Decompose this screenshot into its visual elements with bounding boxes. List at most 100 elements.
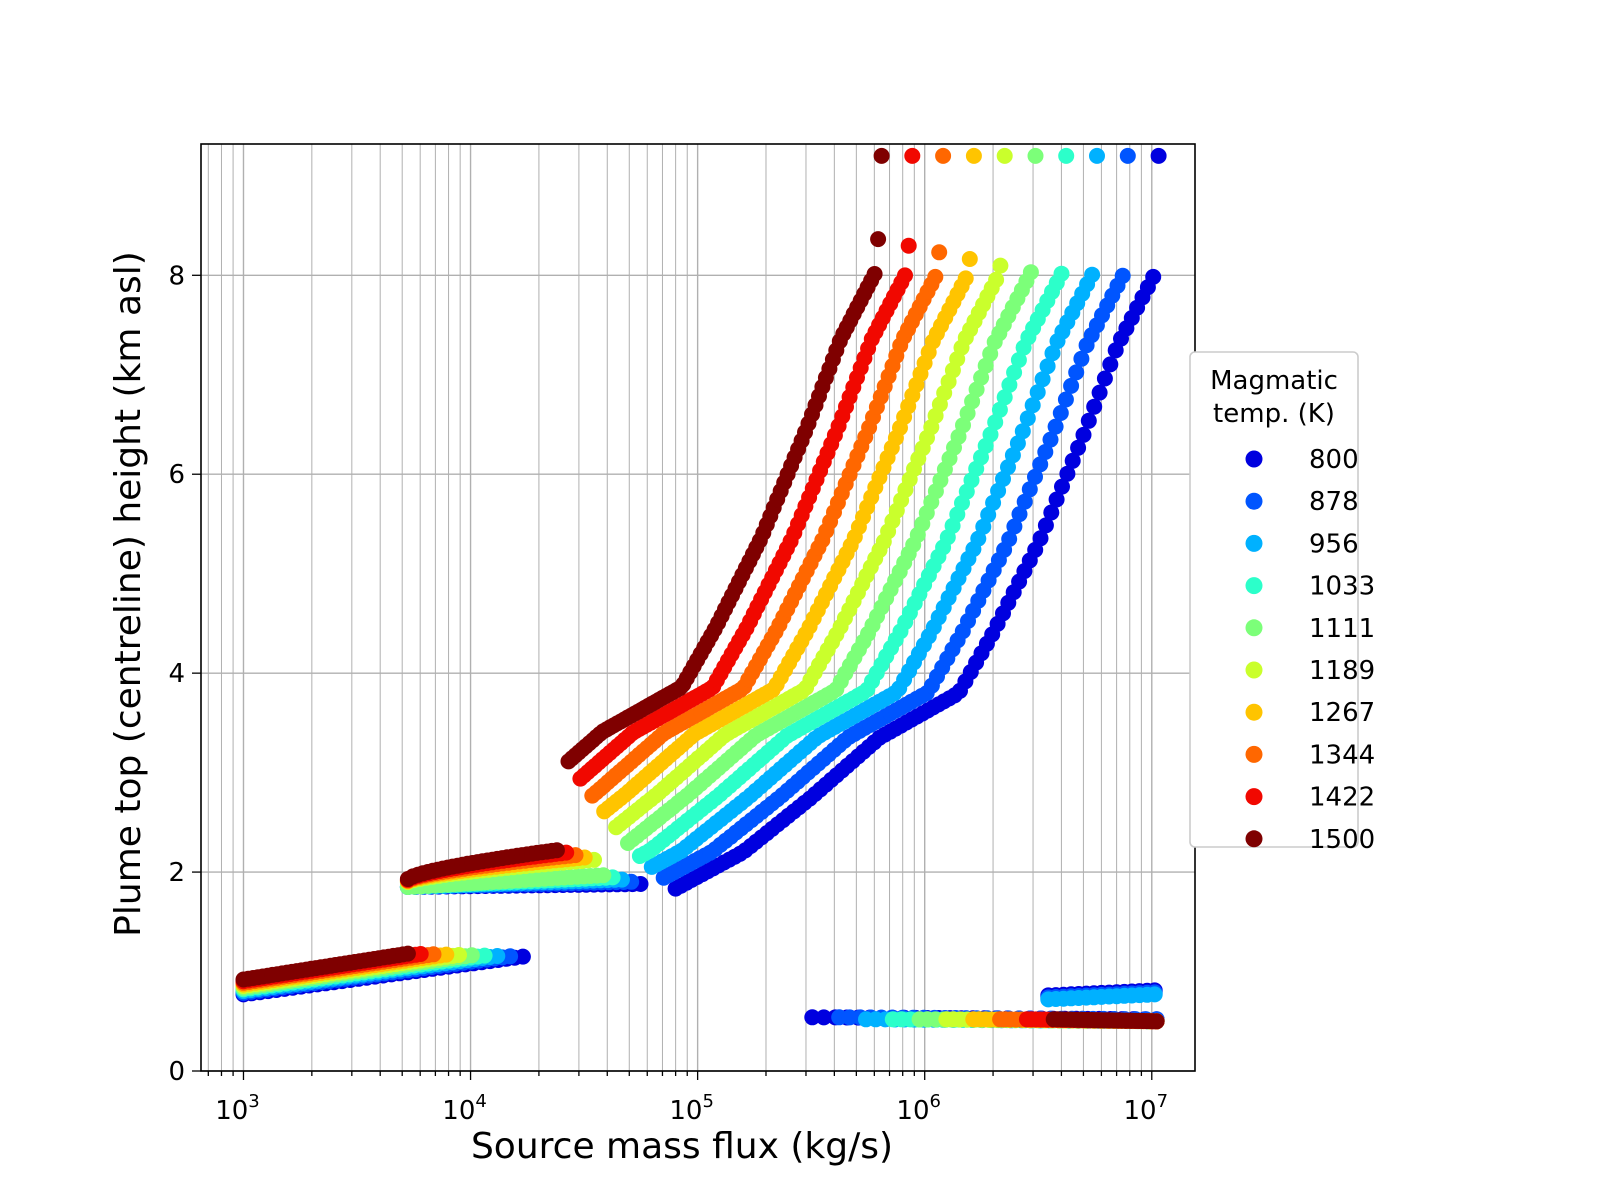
legend: Magmatic temp. (K) 800 878 956 1033 1111 1189… [1189, 351, 1375, 855]
point-956 [1039, 358, 1056, 375]
legend-label-1500: 1500 [1309, 825, 1375, 855]
legend-label-1111: 1111 [1309, 614, 1375, 644]
point-1033 [1001, 376, 1018, 393]
legend-label-1344: 1344 [1309, 740, 1375, 770]
point-1033 [1006, 364, 1023, 381]
point-1267 [965, 147, 982, 164]
legend-label-878: 878 [1309, 487, 1359, 517]
point-878 [1047, 418, 1064, 435]
point-1111 [1027, 147, 1044, 164]
legend-title-line1: Magmatic [1210, 366, 1338, 396]
point-956 [1034, 371, 1051, 388]
point-1111 [1022, 264, 1039, 281]
point-1500 [548, 842, 565, 859]
point-956 [1024, 397, 1041, 414]
x-axis: 103 104 105 106 107 [207, 1071, 1169, 1126]
legend-marker-800 [1245, 450, 1263, 468]
point-800 [1086, 398, 1103, 415]
point-800 [1091, 384, 1108, 401]
legend-frame [1189, 351, 1359, 848]
point-1422 [897, 267, 913, 284]
point-878 [1032, 456, 1049, 473]
point-1267 [957, 270, 974, 287]
point-1500 [870, 231, 887, 248]
point-800 [804, 1009, 821, 1026]
y-axis-label: Plume top (centreline) height (km asl) [108, 251, 149, 937]
y-axis: 0 2 4 6 8 [168, 261, 201, 1087]
point-1344 [927, 268, 944, 285]
x-axis-label: Source mass flux (kg/s) [471, 1126, 893, 1167]
point-878 [1042, 431, 1059, 448]
legend-marker-956 [1245, 534, 1263, 552]
legend-marker-1500 [1245, 830, 1263, 848]
point-1033 [476, 947, 493, 964]
point-1189 [451, 947, 467, 963]
point-878 [1114, 267, 1131, 284]
legend-label-956: 956 [1309, 529, 1359, 559]
point-878 [1052, 405, 1069, 421]
point-800 [1032, 530, 1049, 547]
point-1033 [1058, 147, 1075, 164]
legend-label-1422: 1422 [1309, 783, 1375, 813]
point-878 [1119, 147, 1136, 164]
x-tick-label: 107 [1124, 1091, 1169, 1126]
point-956 [489, 948, 506, 964]
point-800 [1075, 426, 1092, 443]
point-956 [1014, 423, 1031, 440]
y-tick-label: 2 [168, 858, 185, 888]
y-tick-label: 0 [168, 1057, 185, 1087]
x-tick-label: 106 [896, 1091, 941, 1126]
point-800 [1059, 465, 1076, 482]
point-1189 [996, 147, 1013, 164]
minor-gridlines [207, 144, 1142, 1071]
point-878 [1068, 364, 1085, 381]
point-878 [502, 948, 519, 965]
point-878 [1057, 391, 1074, 408]
point-1189 [988, 271, 1005, 288]
y-tick-label: 8 [168, 261, 185, 291]
point-1422 [412, 946, 429, 962]
point-1111 [595, 867, 612, 884]
point-1189 [992, 257, 1009, 274]
legend-label-1189: 1189 [1309, 656, 1375, 686]
legend-marker-1111 [1245, 619, 1263, 637]
y-tick-label: 4 [168, 659, 185, 689]
point-956 [1089, 147, 1105, 164]
point-956 [980, 506, 997, 523]
point-800 [1037, 517, 1054, 534]
point-956 [1019, 410, 1036, 427]
y-tick-label: 6 [168, 460, 185, 490]
point-800 [1096, 370, 1113, 387]
point-956 [1029, 384, 1046, 401]
point-1422 [900, 237, 917, 254]
point-878 [1011, 506, 1028, 523]
legend-label-800: 800 [1309, 445, 1359, 475]
point-1033 [991, 401, 1008, 418]
point-878 [1021, 481, 1038, 498]
point-1267 [438, 946, 455, 963]
point-878 [1027, 468, 1043, 485]
point-956 [1084, 266, 1101, 283]
point-1500 [866, 266, 883, 282]
point-878 [1063, 377, 1080, 394]
x-tick-label: 104 [442, 1091, 487, 1126]
point-800 [1145, 268, 1162, 285]
point-800 [1064, 452, 1081, 469]
legend-marker-1422 [1245, 788, 1263, 806]
legend-marker-1189 [1245, 661, 1263, 679]
point-800 [1043, 504, 1060, 521]
point-1033 [982, 426, 999, 443]
point-956 [1009, 435, 1026, 452]
point-800 [1054, 478, 1070, 495]
point-1033 [1053, 265, 1070, 282]
point-1344 [931, 244, 948, 261]
point-1344 [935, 147, 952, 164]
legend-label-1033: 1033 [1309, 572, 1375, 602]
legend-title-line2: temp. (K) [1213, 399, 1335, 429]
point-800 [815, 1009, 832, 1026]
legend-marker-1267 [1245, 703, 1263, 721]
point-878 [1006, 518, 1023, 535]
point-1111 [463, 947, 480, 964]
point-878 [1016, 493, 1033, 510]
